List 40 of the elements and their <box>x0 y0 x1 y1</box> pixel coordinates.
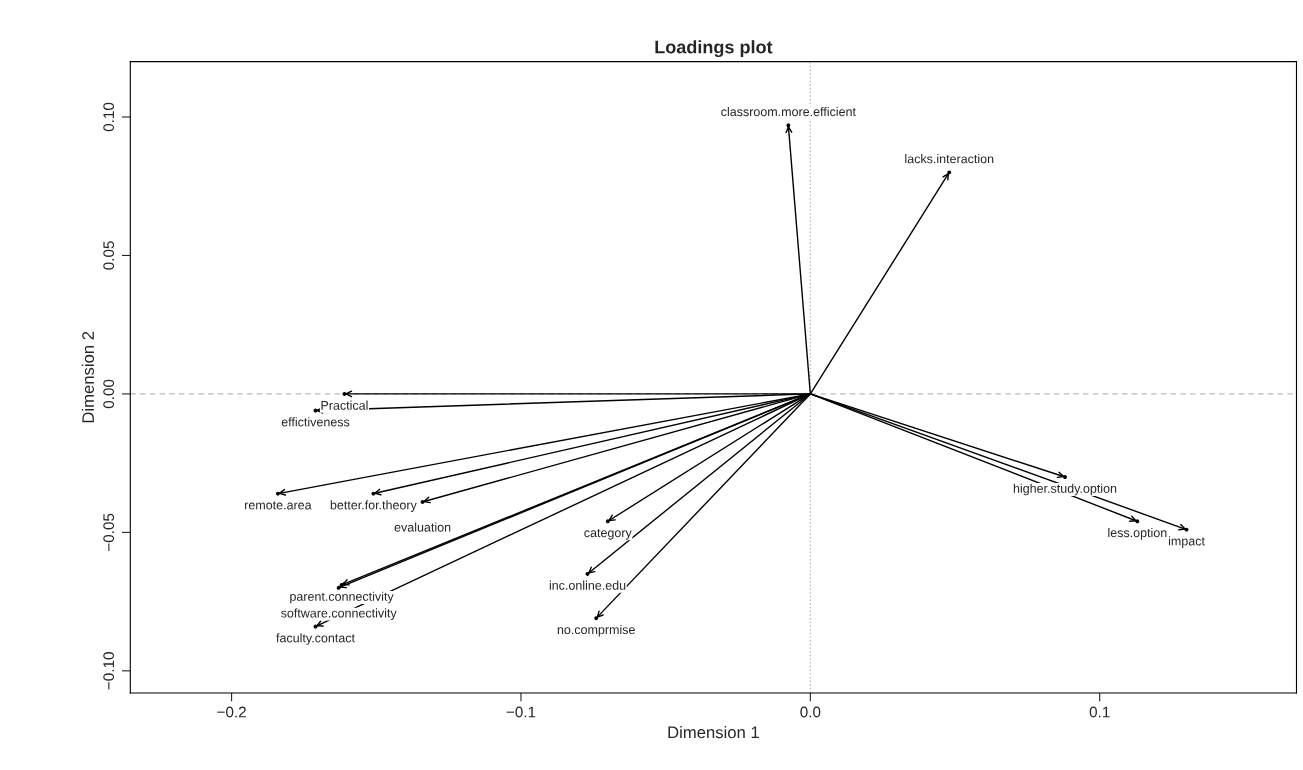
point <box>947 170 952 175</box>
point <box>1063 475 1067 479</box>
annotation: effictiveness <box>281 417 350 427</box>
point <box>594 616 599 621</box>
x-axis-title: Dimension 1 <box>668 725 759 739</box>
point <box>342 391 347 396</box>
x-tick-label: 0.0 <box>800 706 821 718</box>
annotation: faculty.contact <box>276 633 355 645</box>
point <box>420 499 425 504</box>
y-tick-label: 0.00 <box>103 379 115 409</box>
y-axis-title: Dimension 2 <box>81 331 95 423</box>
point <box>336 585 341 590</box>
annotation: better.for.theory <box>330 500 417 512</box>
annotation: parent.connectivity <box>290 591 394 604</box>
y-tick-label: 0.05 <box>103 241 115 270</box>
point <box>1135 519 1140 524</box>
x-tick-label: −0.1 <box>506 706 536 718</box>
y-tick-label: −0.05 <box>103 513 115 551</box>
point <box>786 123 791 128</box>
point <box>585 571 590 576</box>
point <box>275 491 280 496</box>
annotation: remote.area <box>245 501 312 510</box>
annotation: software.connectivity <box>280 608 397 620</box>
annotation: evaluation <box>394 522 451 532</box>
x-tick-label: −0.2 <box>217 706 246 718</box>
point <box>371 491 376 496</box>
annotation: higher.study.option <box>1013 483 1117 496</box>
annotation: less.option <box>1108 527 1167 540</box>
annotation: classroom.more.efficient <box>721 106 856 117</box>
annotation: impact <box>1168 536 1205 548</box>
annotation: inc.online.edu <box>549 580 626 590</box>
annotation: category <box>584 528 632 540</box>
y-tick-label: 0.10 <box>103 102 115 132</box>
annotation: no.comprmise <box>557 624 635 637</box>
chart-title: Loadings plot <box>655 40 773 58</box>
x-tick-label: 0.1 <box>1089 706 1110 718</box>
y-tick-label: −0.10 <box>103 652 115 690</box>
annotation: lacks.interaction <box>905 154 994 164</box>
annotation: Practical <box>321 400 368 410</box>
point <box>605 519 610 524</box>
